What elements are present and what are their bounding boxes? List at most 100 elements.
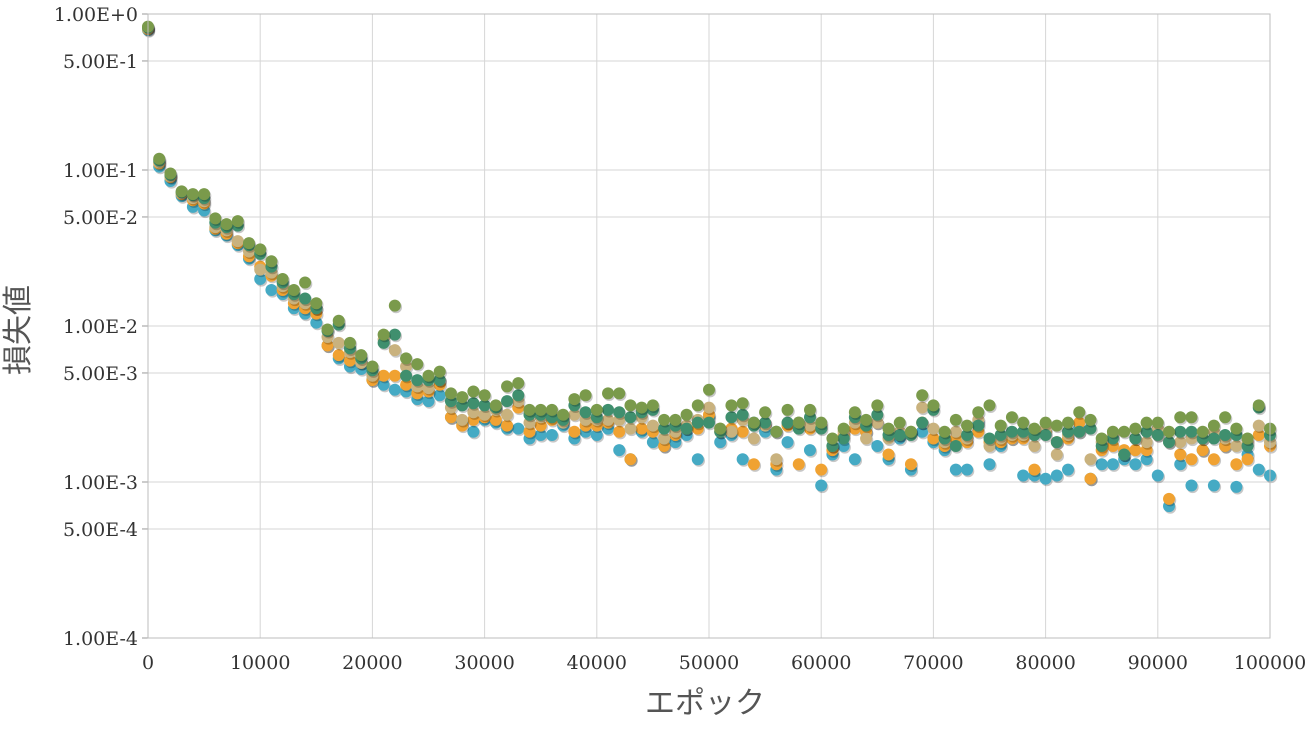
y-tick-label: 1.00E+0 bbox=[54, 4, 138, 26]
data-point bbox=[624, 399, 637, 412]
data-point bbox=[489, 413, 502, 426]
data-point bbox=[658, 413, 671, 426]
data-point bbox=[1163, 436, 1176, 449]
data-point bbox=[545, 403, 558, 416]
data-point bbox=[725, 411, 738, 424]
data-point bbox=[456, 391, 469, 404]
data-point bbox=[310, 316, 323, 329]
data-point bbox=[613, 406, 626, 419]
data-point bbox=[1062, 463, 1075, 476]
data-point bbox=[1106, 458, 1119, 471]
data-point bbox=[1140, 425, 1153, 438]
data-point bbox=[848, 406, 861, 419]
data-point bbox=[1174, 411, 1187, 424]
data-point bbox=[1129, 422, 1142, 435]
data-point bbox=[994, 419, 1007, 432]
data-point bbox=[1185, 425, 1198, 438]
data-point bbox=[860, 432, 873, 445]
data-point bbox=[949, 413, 962, 426]
data-point bbox=[916, 389, 929, 402]
data-point bbox=[186, 188, 199, 201]
data-point bbox=[534, 419, 547, 432]
data-point bbox=[613, 387, 626, 400]
data-point bbox=[366, 360, 379, 373]
data-point bbox=[792, 416, 805, 429]
data-point bbox=[1005, 411, 1018, 424]
data-point bbox=[972, 419, 985, 432]
data-point bbox=[949, 463, 962, 476]
data-point bbox=[568, 425, 581, 438]
data-point bbox=[882, 422, 895, 435]
data-point bbox=[1005, 425, 1018, 438]
data-point bbox=[1050, 436, 1063, 449]
data-point bbox=[444, 411, 457, 424]
data-point bbox=[400, 369, 413, 382]
y-tick-label: 1.00E-3 bbox=[63, 472, 138, 494]
data-point bbox=[1084, 472, 1097, 485]
data-point bbox=[400, 378, 413, 391]
data-point bbox=[602, 387, 615, 400]
data-point bbox=[1140, 453, 1153, 466]
data-point bbox=[1106, 425, 1119, 438]
data-point bbox=[803, 444, 816, 457]
data-point bbox=[983, 458, 996, 471]
data-point bbox=[815, 463, 828, 476]
data-point bbox=[332, 314, 345, 327]
data-point bbox=[1230, 422, 1243, 435]
data-point bbox=[1140, 416, 1153, 429]
data-point bbox=[961, 463, 974, 476]
data-point bbox=[1151, 416, 1164, 429]
data-point bbox=[860, 413, 873, 426]
data-point bbox=[523, 403, 536, 416]
data-point bbox=[916, 425, 929, 438]
data-point bbox=[164, 167, 177, 180]
data-point bbox=[1174, 436, 1187, 449]
data-point bbox=[388, 383, 401, 396]
data-point bbox=[332, 349, 345, 362]
data-point bbox=[736, 408, 749, 421]
x-tick-label: 80000 bbox=[1015, 652, 1075, 674]
data-point bbox=[411, 374, 424, 387]
data-point bbox=[299, 276, 312, 289]
data-point bbox=[1084, 422, 1097, 435]
data-point bbox=[826, 432, 839, 445]
data-point bbox=[388, 344, 401, 357]
data-point bbox=[680, 422, 693, 435]
data-point bbox=[355, 349, 368, 362]
data-point bbox=[534, 403, 547, 416]
data-point bbox=[669, 413, 682, 426]
data-point bbox=[725, 425, 738, 438]
data-point bbox=[1084, 413, 1097, 426]
data-point bbox=[467, 425, 480, 438]
series-5 bbox=[142, 20, 1278, 447]
data-point bbox=[770, 453, 783, 466]
data-point bbox=[501, 419, 514, 432]
data-point bbox=[1140, 436, 1153, 449]
x-tick-label: 30000 bbox=[454, 652, 514, 674]
data-point bbox=[781, 403, 794, 416]
data-point bbox=[1151, 429, 1164, 442]
data-point bbox=[321, 339, 334, 352]
x-tick-label: 100000 bbox=[1234, 652, 1307, 674]
data-point bbox=[938, 425, 951, 438]
data-point bbox=[467, 406, 480, 419]
x-tick-label: 10000 bbox=[230, 652, 290, 674]
data-point bbox=[1252, 419, 1265, 432]
data-point bbox=[590, 403, 603, 416]
data-point bbox=[1118, 448, 1131, 461]
data-point bbox=[209, 212, 222, 225]
data-point bbox=[478, 399, 491, 412]
data-point bbox=[815, 416, 828, 429]
data-point bbox=[927, 422, 940, 435]
data-point bbox=[1196, 425, 1209, 438]
data-point bbox=[916, 416, 929, 429]
data-point bbox=[658, 422, 671, 435]
data-point bbox=[175, 185, 188, 198]
data-point bbox=[321, 323, 334, 336]
data-point bbox=[703, 416, 715, 429]
data-point bbox=[433, 365, 446, 378]
data-point bbox=[624, 422, 637, 435]
data-point bbox=[265, 255, 278, 268]
y-tick-label: 5.00E-2 bbox=[63, 207, 138, 229]
